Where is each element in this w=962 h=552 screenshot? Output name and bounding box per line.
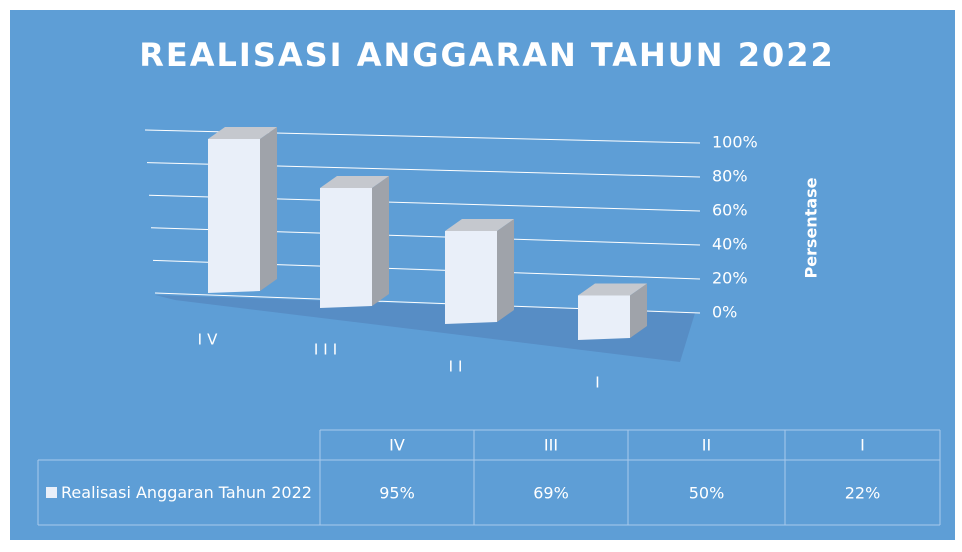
y-tick-label: 60%	[712, 201, 748, 220]
bar-top	[445, 219, 514, 231]
bar-side	[260, 127, 277, 291]
bar	[208, 139, 260, 293]
table-value: 50%	[689, 484, 725, 503]
chart-title: REALISASI ANGGARAN TAHUN 2022	[139, 36, 835, 74]
bar-side	[630, 283, 647, 338]
bar-side	[372, 176, 389, 306]
x-tick-label: IV	[198, 331, 223, 349]
y-tick-label: 80%	[712, 167, 748, 186]
bar-side	[497, 219, 514, 322]
y-tick-label: 40%	[712, 235, 748, 254]
table-value: 69%	[533, 484, 569, 503]
table-value: 22%	[845, 484, 881, 503]
table-header: III	[544, 436, 558, 455]
y-tick-label: 20%	[712, 269, 748, 288]
bar	[445, 231, 497, 324]
bar	[320, 188, 372, 308]
table-header: I	[860, 436, 865, 455]
legend-label: Realisasi Anggaran Tahun 2022	[61, 483, 312, 502]
legend-swatch	[46, 487, 58, 498]
y-tick-label: 100%	[712, 133, 758, 152]
table-header: IV	[389, 436, 405, 455]
legend-entry: Realisasi Anggaran Tahun 2022	[40, 462, 318, 524]
y-axis-label: Persentase	[802, 177, 821, 278]
floor	[155, 295, 695, 362]
bar-top	[208, 127, 277, 139]
table-header: II	[702, 436, 711, 455]
bar-top	[578, 283, 647, 296]
bar-top	[320, 176, 389, 189]
bar	[578, 295, 630, 340]
x-tick-label: II	[449, 358, 468, 376]
x-tick-label: I	[595, 374, 604, 392]
y-tick-label: 0%	[712, 303, 737, 322]
x-tick-label: III	[314, 341, 342, 359]
table-value: 95%	[379, 484, 415, 503]
